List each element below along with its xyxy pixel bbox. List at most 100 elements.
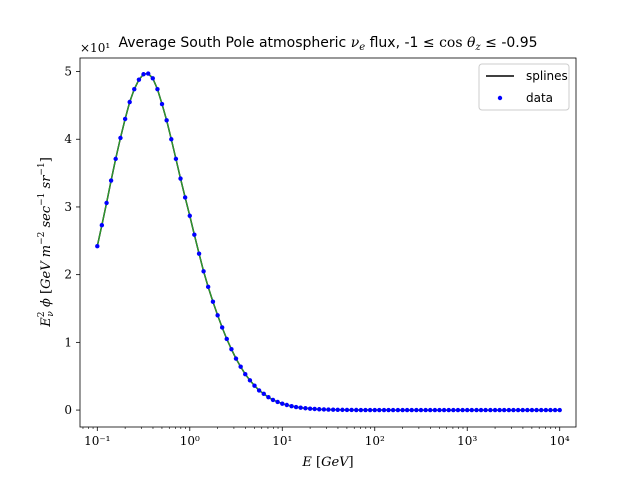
data-point [293,404,299,410]
data-point [349,407,354,413]
y-tick-label: 1 [64,335,72,349]
data-point [483,407,488,413]
data-point [478,407,484,413]
data-point [159,101,165,107]
data-point [515,407,521,413]
title-part-2: flux, -1 ≤ [365,35,439,51]
title-theta-subscript: z [474,42,481,53]
x-tick-label: 10⁻¹ [84,434,110,448]
y-label-phi: ϕ [39,294,54,311]
data-point [534,407,539,413]
data-point [381,407,387,413]
data-point [210,299,216,304]
legend-data-swatch [497,95,503,101]
y-label-e-sub: ν [46,311,56,317]
legend-data-label: data [526,91,553,105]
data-point [539,407,544,413]
data-point [113,156,118,162]
data-point [187,213,192,218]
data-point [469,407,474,413]
x-label-unit: GeV [321,455,350,470]
data-point [312,406,317,412]
data-point [451,407,456,413]
data-point [326,407,331,412]
data-point [192,232,197,237]
data-point [418,407,424,413]
x-axis-label: E [GeV] [301,455,353,470]
data-point [261,391,266,397]
data-point [557,407,562,413]
y-label-sec: sec [39,205,54,231]
y-multiplier: ×10¹ [80,41,110,55]
data-point [548,407,553,413]
data-point [363,407,368,413]
y-axis-label: E2ν ϕ [GeV m−2 sec−1 sr−1] [37,157,56,328]
y-label-e-sup: 2 [37,312,47,318]
data-point [108,178,114,183]
data-point [243,371,248,377]
data-point [414,407,419,413]
data-point [492,407,498,413]
data-point [395,407,401,413]
legend: splines data [478,63,570,111]
data-point [145,71,151,76]
legend-splines-label: splines [526,69,568,83]
data-point [497,407,502,413]
data-point [275,399,280,405]
data-point [455,407,461,413]
data-point [247,378,253,383]
data-point [330,407,336,412]
data-point [233,356,239,361]
data-point [543,407,549,413]
data-point [377,407,382,413]
data-point [474,407,479,413]
data-point [525,407,530,413]
x-tick-label: 10³ [457,434,477,448]
data-point [178,176,183,181]
data-point [266,395,271,400]
x-tick-label: 10² [365,434,385,448]
x-tick-label: 10⁴ [550,434,570,448]
title-cos: cos [439,35,467,51]
y-label-sr: sr [39,175,54,193]
data-point [122,116,128,122]
data-point [182,195,188,200]
data-points [95,71,562,413]
y-axis-ticks: 0 1 2 3 4 5 [64,65,80,417]
data-point [132,86,137,92]
data-point [118,135,123,141]
data-point [437,407,442,413]
data-point [386,407,391,413]
data-point [506,407,512,413]
y-tick-label: 2 [64,268,72,282]
data-point [256,388,262,393]
data-point [127,99,132,105]
data-point [173,156,179,162]
data-point [372,407,377,413]
y-tick-label: 0 [64,403,72,417]
title-part-3: ≤ -0.95 [481,35,538,51]
data-point [169,137,174,142]
data-point [529,407,535,413]
y-tick-label: 4 [64,132,72,146]
data-point [215,313,220,318]
data-point [280,401,285,406]
data-point [465,407,470,413]
data-point [441,407,447,413]
data-point [511,407,516,413]
data-point [344,407,350,413]
data-point [141,72,146,77]
data-point [150,76,155,81]
data-point [520,407,525,413]
data-point [390,407,396,413]
title-theta: θ [467,35,476,51]
y-label-bracket-close: ] [39,157,54,162]
y-label-sr-exp: −1 [37,162,47,175]
data-point [446,407,451,413]
title-nu: ν [351,35,360,51]
data-point [501,407,507,413]
title-part-1: Average South Pole atmospheric [118,35,350,51]
data-point [104,200,109,206]
y-label-m-exp: −2 [37,232,47,245]
